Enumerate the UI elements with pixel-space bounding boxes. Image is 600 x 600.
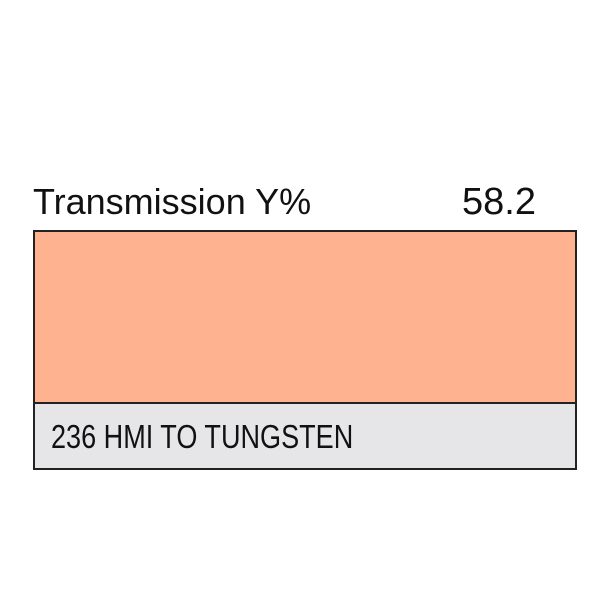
filter-card: 236 HMI TO TUNGSTEN	[33, 230, 577, 470]
filter-name: 236 HMI TO TUNGSTEN	[51, 418, 354, 455]
filter-name-bar: 236 HMI TO TUNGSTEN	[35, 404, 575, 468]
transmission-value: 58.2	[462, 181, 536, 223]
color-swatch	[35, 232, 575, 404]
transmission-label: Transmission Y%	[33, 181, 312, 222]
